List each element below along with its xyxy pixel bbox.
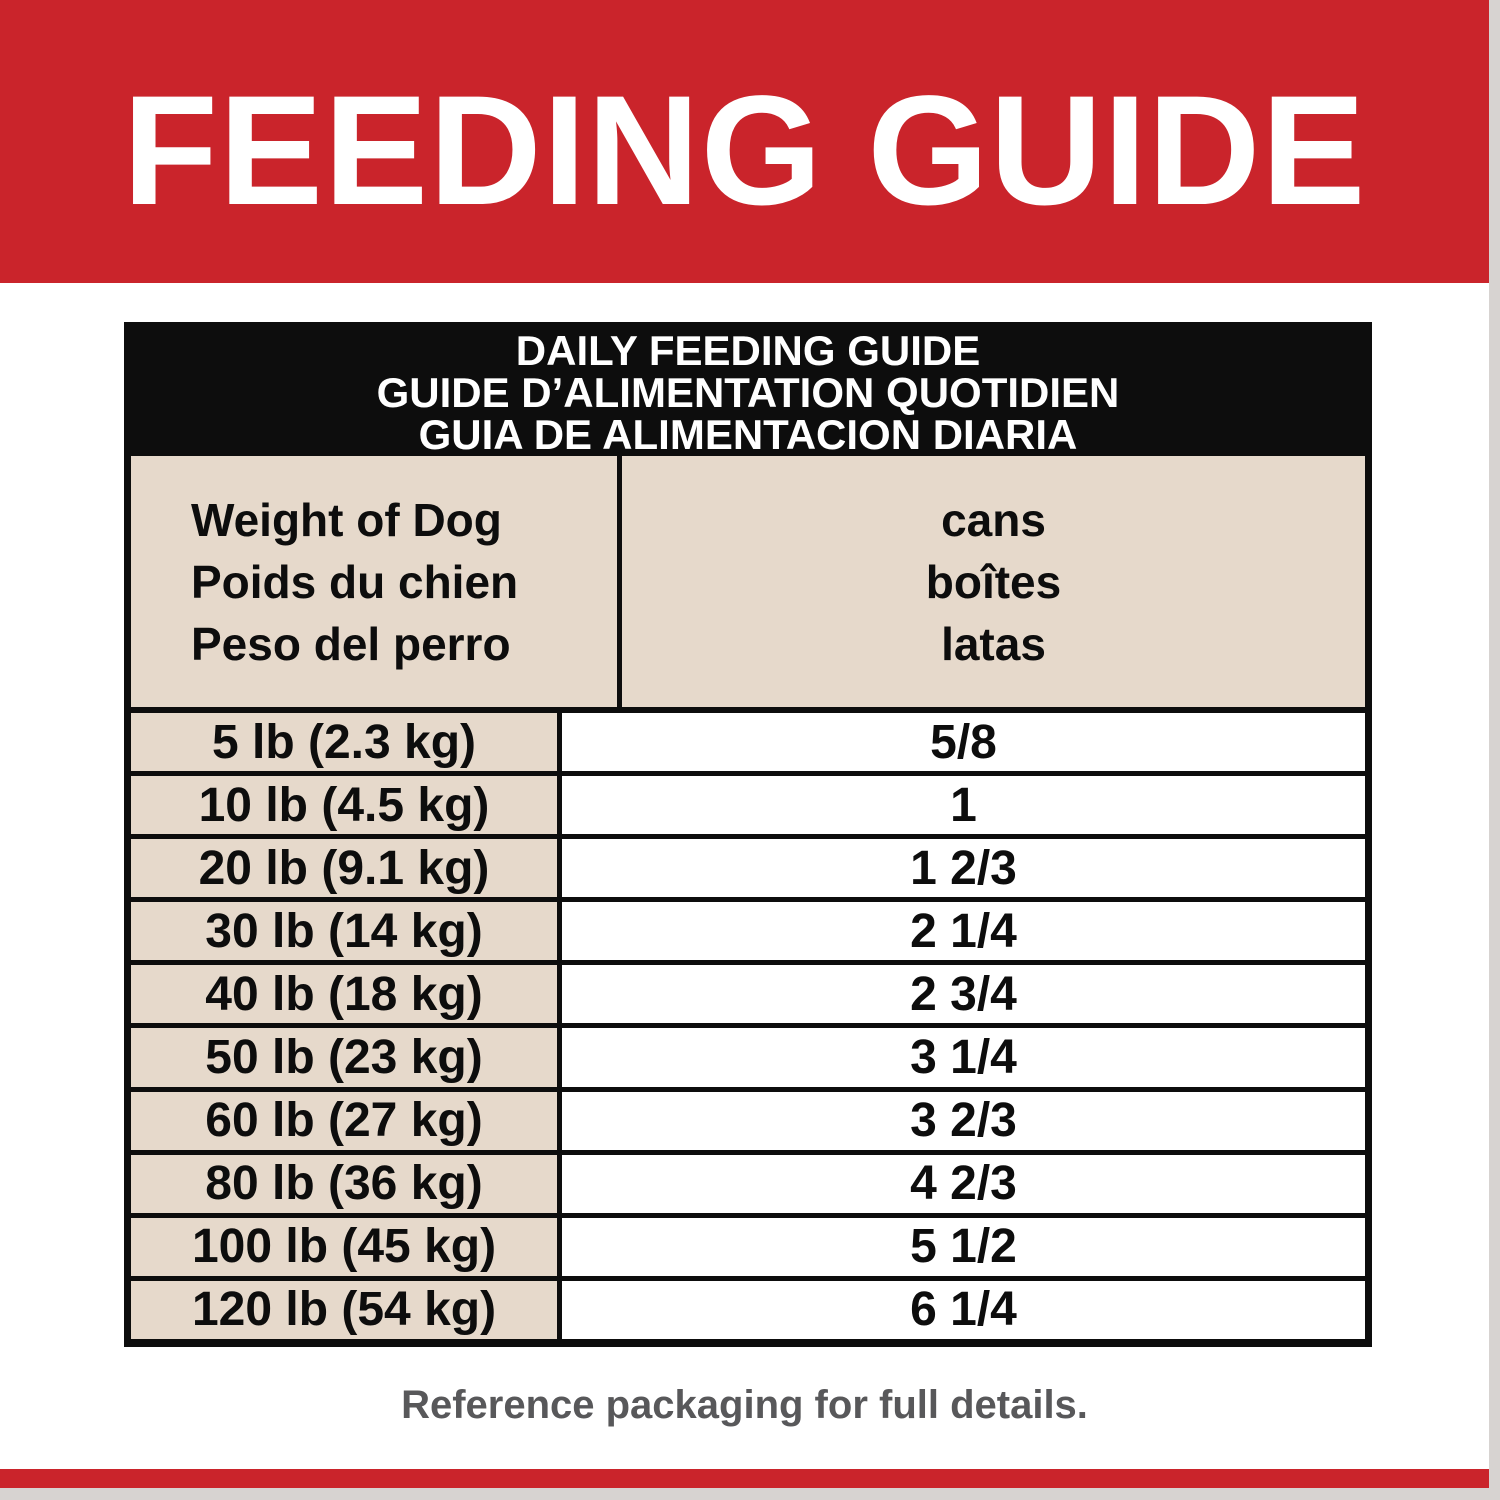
weight-cell: 5 lb (2.3 kg) xyxy=(131,713,562,772)
table-row: 50 lb (23 kg) 3 1/4 xyxy=(131,1023,1365,1087)
weight-cell: 80 lb (36 kg) xyxy=(131,1154,562,1213)
weight-cell: 10 lb (4.5 kg) xyxy=(131,776,562,835)
table-row: 30 lb (14 kg) 2 1/4 xyxy=(131,897,1365,961)
cans-cell: 4 2/3 xyxy=(562,1154,1365,1213)
cans-header-es: latas xyxy=(941,617,1046,670)
weight-cell: 40 lb (18 kg) xyxy=(131,965,562,1024)
cans-cell: 1 xyxy=(562,776,1365,835)
table-title-fr: GUIDE D’ALIMENTATION QUOTIDIEN xyxy=(376,368,1120,416)
right-edge-strip xyxy=(1489,0,1500,1500)
footer-note: Reference packaging for full details. xyxy=(401,1383,1088,1427)
cans-cell: 1 2/3 xyxy=(562,839,1365,898)
weight-cell: 30 lb (14 kg) xyxy=(131,902,562,961)
cans-cell: 5 1/2 xyxy=(562,1217,1365,1276)
weight-header-es: Peso del perro xyxy=(191,617,511,670)
top-banner: FEEDING GUIDE xyxy=(0,0,1489,283)
weight-cell: 100 lb (45 kg) xyxy=(131,1217,562,1276)
table-row: 120 lb (54 kg) 6 1/4 xyxy=(131,1275,1365,1339)
table-body: 5 lb (2.3 kg) 5/8 10 lb (4.5 kg) 1 20 lb (9.… xyxy=(131,713,1365,1339)
table-row: 5 lb (2.3 kg) 5/8 xyxy=(131,713,1365,772)
page-title: FEEDING GUIDE xyxy=(122,63,1367,238)
table-title-es: GUIA DE ALIMENTACION DIARIA xyxy=(418,410,1078,458)
cans-cell: 2 3/4 xyxy=(562,965,1365,1024)
table-title-en: DAILY FEEDING GUIDE xyxy=(515,326,981,374)
cans-cell: 3 2/3 xyxy=(562,1091,1365,1150)
cans-column-header: cans boîtes latas xyxy=(622,456,1365,707)
weight-cell: 60 lb (27 kg) xyxy=(131,1091,562,1150)
table-title-band: DAILY FEEDING GUIDE GUIDE D’ALIMENTATION… xyxy=(131,329,1365,456)
cans-cell: 3 1/4 xyxy=(562,1028,1365,1087)
cans-header-fr: boîtes xyxy=(925,555,1062,608)
table-row: 20 lb (9.1 kg) 1 2/3 xyxy=(131,834,1365,898)
table-row: 100 lb (45 kg) 5 1/2 xyxy=(131,1212,1365,1276)
weight-cell: 120 lb (54 kg) xyxy=(131,1280,562,1339)
cans-cell: 5/8 xyxy=(562,713,1365,772)
table-column-header-row: Weight of Dog Poids du chien Peso del pe… xyxy=(131,456,1365,713)
cans-cell: 2 1/4 xyxy=(562,902,1365,961)
weight-column-header: Weight of Dog Poids du chien Peso del pe… xyxy=(131,456,622,707)
table-row: 60 lb (27 kg) 3 2/3 xyxy=(131,1086,1365,1150)
daily-feeding-table: DAILY FEEDING GUIDE GUIDE D’ALIMENTATION… xyxy=(124,322,1372,1347)
weight-cell: 20 lb (9.1 kg) xyxy=(131,839,562,898)
table-row: 10 lb (4.5 kg) 1 xyxy=(131,771,1365,835)
cans-header-en: cans xyxy=(941,493,1046,546)
weight-header-fr: Poids du chien xyxy=(191,555,519,608)
cans-cell: 6 1/4 xyxy=(562,1280,1365,1339)
table-row: 80 lb (36 kg) 4 2/3 xyxy=(131,1149,1365,1213)
bottom-edge-strip xyxy=(0,1488,1500,1500)
bottom-red-band xyxy=(0,1469,1489,1488)
table-row: 40 lb (18 kg) 2 3/4 xyxy=(131,960,1365,1024)
weight-cell: 50 lb (23 kg) xyxy=(131,1028,562,1087)
weight-header-en: Weight of Dog xyxy=(191,493,502,546)
